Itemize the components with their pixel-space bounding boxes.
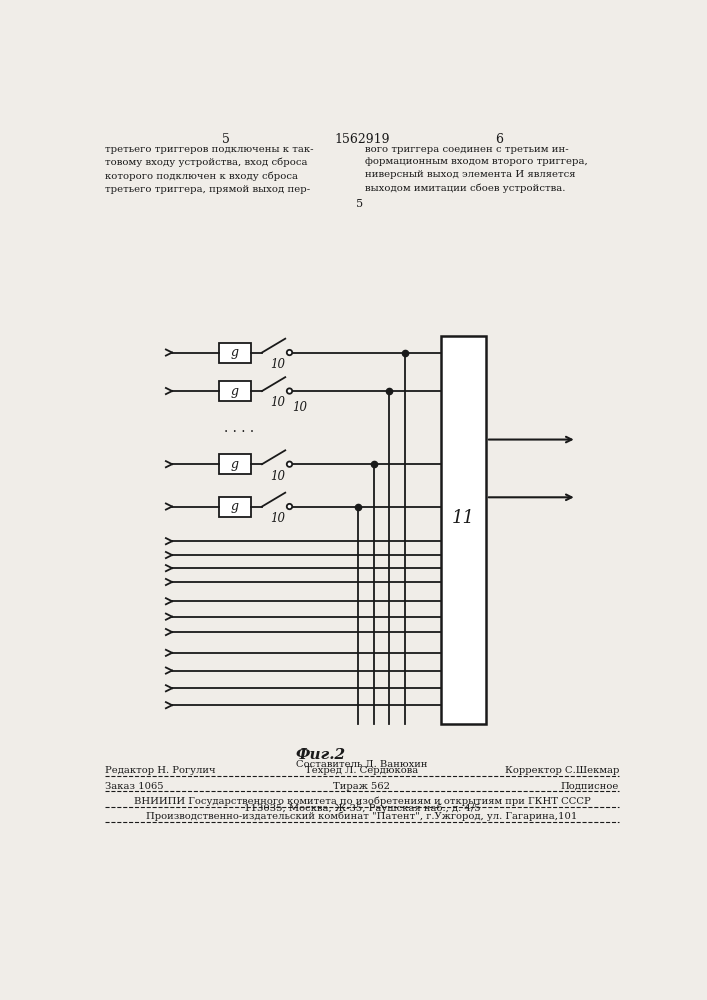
Bar (218, 343, 251, 363)
Text: 113035, Москва, Ж-35, Раушская наб., д. 4/5: 113035, Москва, Ж-35, Раушская наб., д. … (244, 804, 480, 813)
Circle shape (287, 350, 292, 355)
Text: Техред Л. Сердюкова: Техред Л. Сердюкова (305, 766, 419, 775)
Text: 10: 10 (292, 401, 307, 414)
Text: g: g (231, 385, 239, 398)
Text: g: g (231, 458, 239, 471)
Text: 1562919: 1562919 (334, 133, 390, 146)
Text: . . . .: . . . . (224, 421, 254, 435)
Text: g: g (231, 500, 239, 513)
Bar (441, 336, 486, 724)
Text: 11: 11 (452, 509, 475, 527)
Text: Производственно-издательский комбинат "Патент", г.Ужгород, ул. Гагарина,101: Производственно-издательский комбинат "П… (146, 812, 578, 821)
Text: Фиг.2: Фиг.2 (296, 748, 346, 762)
Text: 10: 10 (270, 512, 285, 525)
Circle shape (287, 461, 292, 467)
Text: 10: 10 (270, 358, 285, 371)
Text: третьего триггеров подключены к так-
товому входу устройства, вход сброса
которо: третьего триггеров подключены к так- тов… (105, 145, 314, 194)
Text: 10: 10 (270, 396, 285, 409)
Text: Составитель Д. Ванюхин: Составитель Д. Ванюхин (296, 759, 428, 768)
Text: Тираж 562: Тираж 562 (334, 782, 390, 791)
Text: 6: 6 (495, 133, 503, 146)
Bar (218, 454, 251, 474)
Text: 10: 10 (270, 470, 285, 483)
Circle shape (287, 388, 292, 394)
Text: g: g (231, 346, 239, 359)
Text: Заказ 1065: Заказ 1065 (105, 782, 164, 791)
Text: Корректор С.Шекмар: Корректор С.Шекмар (505, 766, 619, 775)
Bar (218, 497, 251, 517)
Text: 5: 5 (221, 133, 230, 146)
Text: Редактор Н. Рогулич: Редактор Н. Рогулич (105, 766, 216, 775)
Text: ВНИИПИ Государственного комитета по изобретениям и открытиям при ГКНТ СССР: ВНИИПИ Государственного комитета по изоб… (134, 797, 590, 806)
Circle shape (287, 504, 292, 509)
Text: вого триггера соединен с третьим ин-
формационным входом второго триггера,
нивер: вого триггера соединен с третьим ин- фор… (365, 145, 588, 193)
Text: Подписное: Подписное (561, 782, 619, 791)
Bar (218, 381, 251, 401)
Text: 5: 5 (356, 199, 363, 209)
